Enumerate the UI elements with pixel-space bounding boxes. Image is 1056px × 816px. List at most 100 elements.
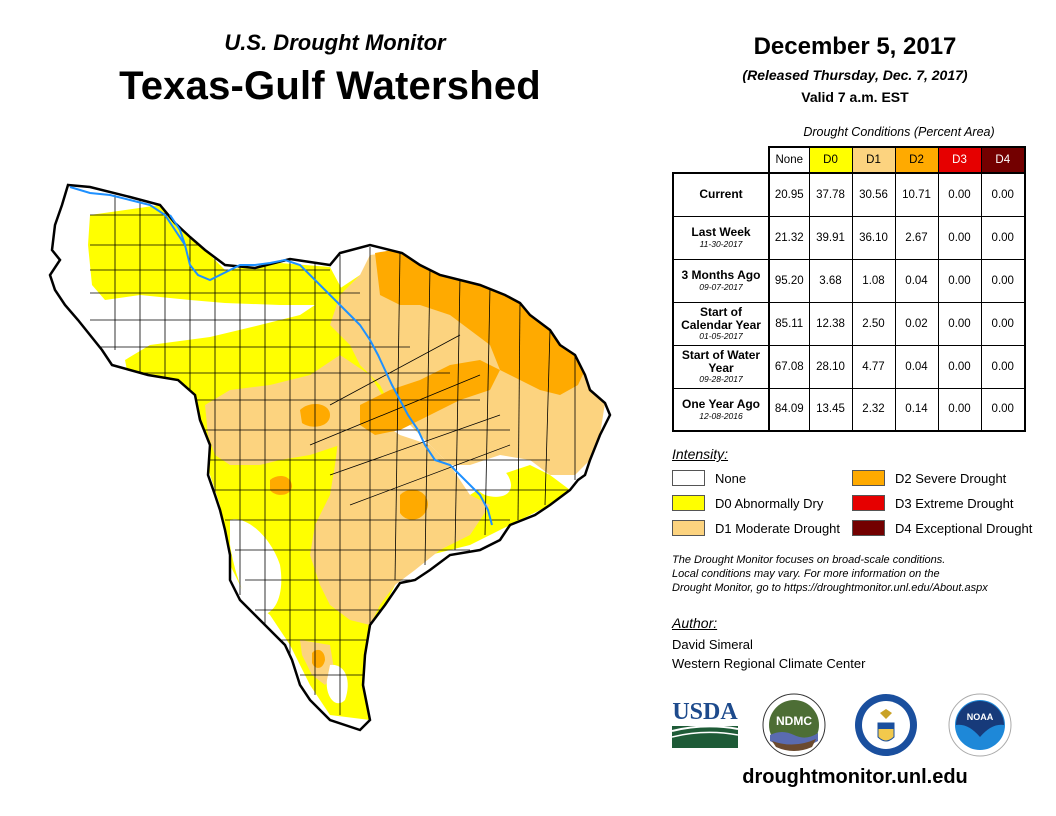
table-cell-none: 84.09: [768, 387, 810, 432]
col-header-d4: D4: [980, 146, 1026, 174]
table-cell-d1: 2.32: [851, 387, 896, 432]
legend-label-d0: D0 Abnormally Dry: [715, 495, 824, 511]
table-row: Current 20.95 37.78 30.56 10.71 0.00 0.00: [672, 172, 1026, 217]
release-date: (Released Thursday, Dec. 7, 2017): [742, 67, 968, 83]
legend-label-d3: D3 Extreme Drought: [895, 495, 1014, 511]
table-cell-d1: 30.56: [851, 172, 896, 217]
report-date: December 5, 2017: [753, 33, 957, 60]
row-label: 3 Months Ago 09-07-2017: [672, 258, 770, 303]
valid-time: Valid 7 a.m. EST: [801, 89, 909, 105]
map-area-none-lrgv: [326, 664, 348, 704]
legend-swatch-d1: [672, 520, 705, 536]
website-link[interactable]: droughtmonitor.unl.edu: [742, 766, 968, 788]
partner-logos: USDA NDMC NOAA: [672, 693, 1032, 763]
disclaimer-line-2: Local conditions may vary. For more info…: [672, 568, 940, 580]
map-area-d2-northeast: [375, 247, 585, 395]
ndmc-logo-icon: NDMC: [762, 693, 826, 757]
table-cell-d2: 0.02: [894, 301, 939, 346]
table-cell-none: 67.08: [768, 344, 810, 389]
legend-item-d2: D2 Severe Drought: [852, 470, 1006, 486]
row-label-text: Start of Water Year: [681, 347, 761, 375]
table-cell-none: 21.32: [768, 215, 810, 260]
table-cell-d4: 0.00: [980, 258, 1026, 303]
legend-label-none: None: [715, 470, 747, 486]
table-cell-d0: 28.10: [808, 344, 853, 389]
noaa-logo-text: NOAA: [967, 712, 994, 722]
table-cell-d1: 36.10: [851, 215, 896, 260]
map-subtitle: U.S. Drought Monitor: [224, 30, 446, 55]
legend-label-d1: D1 Moderate Drought: [715, 520, 841, 536]
table-cell-d0: 12.38: [808, 301, 853, 346]
row-label: Last Week 11-30-2017: [672, 215, 770, 260]
table-cell-d2: 0.04: [894, 344, 939, 389]
legend-swatch-d2: [852, 470, 885, 486]
table-cell-d3: 0.00: [937, 344, 982, 389]
legend-item-d0: D0 Abnormally Dry: [672, 495, 823, 511]
table-cell-d0: 13.45: [808, 387, 853, 432]
row-label-date: 11-30-2017: [699, 238, 743, 249]
col-header-d2: D2: [894, 146, 939, 174]
table-row: One Year Ago 12-08-2016 84.09 13.45 2.32 0.14…: [672, 387, 1026, 432]
usda-logo-icon: USDA: [672, 699, 738, 748]
row-label: One Year Ago 12-08-2016: [672, 387, 770, 432]
table-cell-d1: 1.08: [851, 258, 896, 303]
table-cell-d2: 0.04: [894, 258, 939, 303]
row-label-text: Current: [699, 187, 743, 202]
row-label-date: 12-08-2016: [699, 410, 743, 421]
row-label-date: 01-05-2017: [699, 331, 743, 342]
row-label-text: 3 Months Ago: [681, 268, 761, 283]
table-cell-d4: 0.00: [980, 215, 1026, 260]
legend-label-d4: D4 Exceptional Drought: [895, 520, 1033, 536]
table-row: 3 Months Ago 09-07-2017 95.20 3.68 1.08 0.04 0…: [672, 258, 1026, 303]
table-cell-d0: 37.78: [808, 172, 853, 217]
table-row: Start of Water Year 09-28-2017 67.08 28.10 4…: [672, 344, 1026, 389]
legend-swatch-d0: [672, 495, 705, 511]
table-cell-d4: 0.00: [980, 172, 1026, 217]
col-header-d1: D1: [851, 146, 896, 174]
table-cell-d1: 2.50: [851, 301, 896, 346]
row-label: Current: [672, 172, 770, 217]
table-cell-d3: 0.00: [937, 172, 982, 217]
legend-swatch-none: [672, 470, 705, 486]
row-label-text: Last Week: [691, 225, 751, 240]
table-cell-d2: 2.67: [894, 215, 939, 260]
legend-title: Intensity:: [672, 446, 729, 462]
legend-swatch-d3: [852, 495, 885, 511]
table-cell-none: 95.20: [768, 258, 810, 303]
map-area-none-southwest: [230, 519, 282, 615]
table-cell-d4: 0.00: [980, 387, 1026, 432]
table-cell-d3: 0.00: [937, 387, 982, 432]
county-boundaries: [90, 195, 576, 715]
table-cell-d4: 0.00: [980, 344, 1026, 389]
river-colorado: [169, 214, 186, 246]
col-header-none: None: [768, 146, 810, 174]
table-cell-none: 85.11: [768, 301, 810, 346]
table-cell-d0: 39.91: [808, 215, 853, 260]
table-cell-d1: 4.77: [851, 344, 896, 389]
commerce-seal-icon: [855, 694, 917, 756]
map-area-d2-spot-3: [400, 489, 428, 520]
legend-item-none: None: [672, 470, 746, 486]
noaa-logo-icon: NOAA: [948, 693, 1012, 757]
table-cell-d3: 0.00: [937, 301, 982, 346]
legend: None D0 Abnormally Dry D1 Moderate Droug…: [672, 470, 1052, 540]
table-cell-d4: 0.00: [980, 301, 1026, 346]
row-label-text: One Year Ago: [681, 396, 761, 411]
legend-item-d4: D4 Exceptional Drought: [852, 520, 1032, 536]
col-header-d3: D3: [937, 146, 982, 174]
table-cell-d2: 0.14: [894, 387, 939, 432]
legend-item-d3: D3 Extreme Drought: [852, 495, 1014, 511]
table-cell-none: 20.95: [768, 172, 810, 217]
drought-map: [48, 183, 612, 732]
row-label-date: 09-28-2017: [699, 374, 743, 385]
col-header-d0: D0: [808, 146, 853, 174]
row-label-date: 09-07-2017: [699, 281, 743, 292]
legend-item-d1: D1 Moderate Drought: [672, 520, 840, 536]
map-area-d2-central-band: [360, 360, 500, 435]
table-caption: Drought Conditions (Percent Area): [803, 125, 995, 139]
row-label-text: Start of Calendar Year: [681, 304, 761, 332]
author-title: Author:: [672, 615, 718, 631]
table-cell-d3: 0.00: [937, 215, 982, 260]
table-cell-d2: 10.71: [894, 172, 939, 217]
map-area-none-houston: [473, 464, 511, 497]
